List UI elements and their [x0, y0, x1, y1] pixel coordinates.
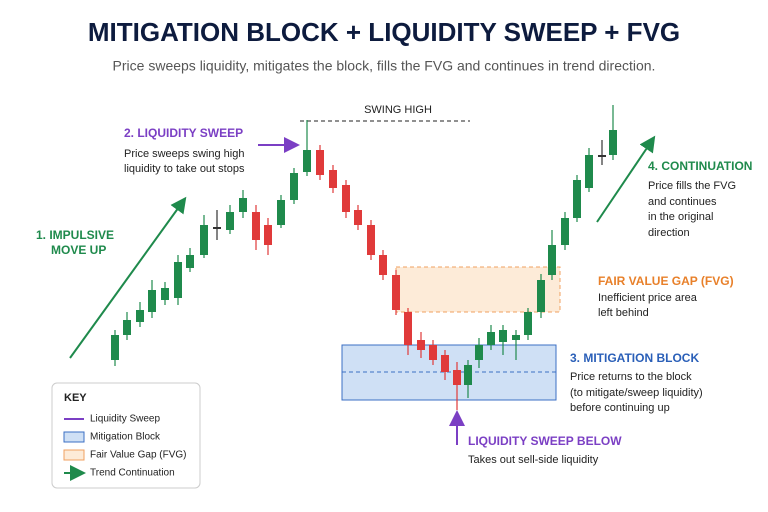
continuation-desc: direction — [648, 227, 690, 239]
candle-body — [537, 280, 545, 312]
mitigation-desc: (to mitigate/sweep liquidity) — [570, 387, 703, 399]
candle-body — [487, 332, 495, 345]
fvg-title: FAIR VALUE GAP (FVG) — [598, 274, 734, 288]
candle-body — [499, 330, 507, 342]
mitigation-desc: Price returns to the block — [570, 371, 692, 383]
key-title: KEY — [64, 392, 87, 404]
continuation-title: 4. CONTINUATION — [648, 159, 752, 173]
candle-body — [404, 312, 412, 345]
candle-body — [548, 245, 556, 275]
fvg-zone — [395, 266, 561, 313]
candle-body — [290, 173, 298, 200]
candle-body — [342, 185, 350, 212]
candle-body — [264, 225, 272, 245]
mitigation-title: 3. MITIGATION BLOCK — [570, 351, 699, 365]
candle-body — [475, 345, 483, 360]
candle-body — [316, 150, 324, 175]
sweep-below-title: LIQUIDITY SWEEP BELOW — [468, 434, 622, 448]
continuation-desc: and continues — [648, 196, 717, 208]
continuation-desc: Price fills the FVG — [648, 180, 736, 192]
candle-body — [512, 335, 520, 340]
candle-body — [585, 155, 593, 188]
sweep-title: 2. LIQUIDITY SWEEP — [124, 126, 243, 140]
candle-body — [561, 218, 569, 245]
candle-body — [354, 210, 362, 225]
candles — [111, 105, 617, 410]
candle-body — [453, 370, 461, 385]
subtitle: Price sweeps liquidity, mitigates the bl… — [113, 58, 656, 74]
impulse-arrow — [69, 196, 187, 359]
candle-body — [598, 155, 606, 157]
sweep-below-desc: Takes out sell-side liquidity — [468, 454, 599, 466]
candle-body — [200, 225, 208, 255]
candle-body — [277, 200, 285, 225]
continuation-desc: in the original — [648, 211, 713, 223]
candle-body — [239, 198, 247, 212]
candle-body — [186, 255, 194, 268]
mitigation-desc: before continuing up — [570, 402, 670, 414]
candle-body — [226, 212, 234, 230]
candle-body — [161, 288, 169, 300]
title: MITIGATION BLOCK + LIQUIDITY SWEEP + FVG — [88, 17, 680, 47]
key-item: Mitigation Block — [90, 432, 161, 443]
candle-body — [524, 312, 532, 335]
impulse-label: 1. IMPULSIVE — [36, 228, 114, 242]
candle-body — [123, 320, 131, 335]
candle-body — [379, 255, 387, 275]
candle-body — [329, 170, 337, 188]
fvg-desc: left behind — [598, 307, 649, 319]
candle-body — [252, 212, 260, 240]
candle-body — [417, 340, 425, 350]
candle-body — [441, 355, 449, 372]
candle-body — [213, 227, 221, 229]
candle-body — [429, 345, 437, 360]
candle-body — [367, 225, 375, 255]
key-item: Liquidity Sweep — [90, 414, 160, 425]
candle-body — [174, 262, 182, 298]
swing-high-label: SWING HIGH — [364, 104, 432, 116]
candle-body — [111, 335, 119, 360]
key-box — [51, 382, 201, 489]
key-item: Trend Continuation — [90, 468, 175, 479]
candle-body — [136, 310, 144, 322]
candle-body — [303, 150, 311, 172]
key-swatch — [63, 431, 85, 443]
impulse-label: MOVE UP — [51, 243, 106, 257]
candle-body — [609, 130, 617, 155]
candle-body — [148, 290, 156, 312]
fvg-desc: Inefficient price area — [598, 292, 698, 304]
candle-body — [464, 365, 472, 385]
sweep-desc: Price sweeps swing high — [124, 148, 244, 160]
key-item: Fair Value Gap (FVG) — [90, 450, 187, 461]
candle-body — [573, 180, 581, 218]
continuation-arrow — [596, 135, 656, 223]
key-swatch — [63, 449, 85, 461]
candle-body — [392, 275, 400, 310]
sweep-desc: liquidity to take out stops — [124, 163, 245, 175]
